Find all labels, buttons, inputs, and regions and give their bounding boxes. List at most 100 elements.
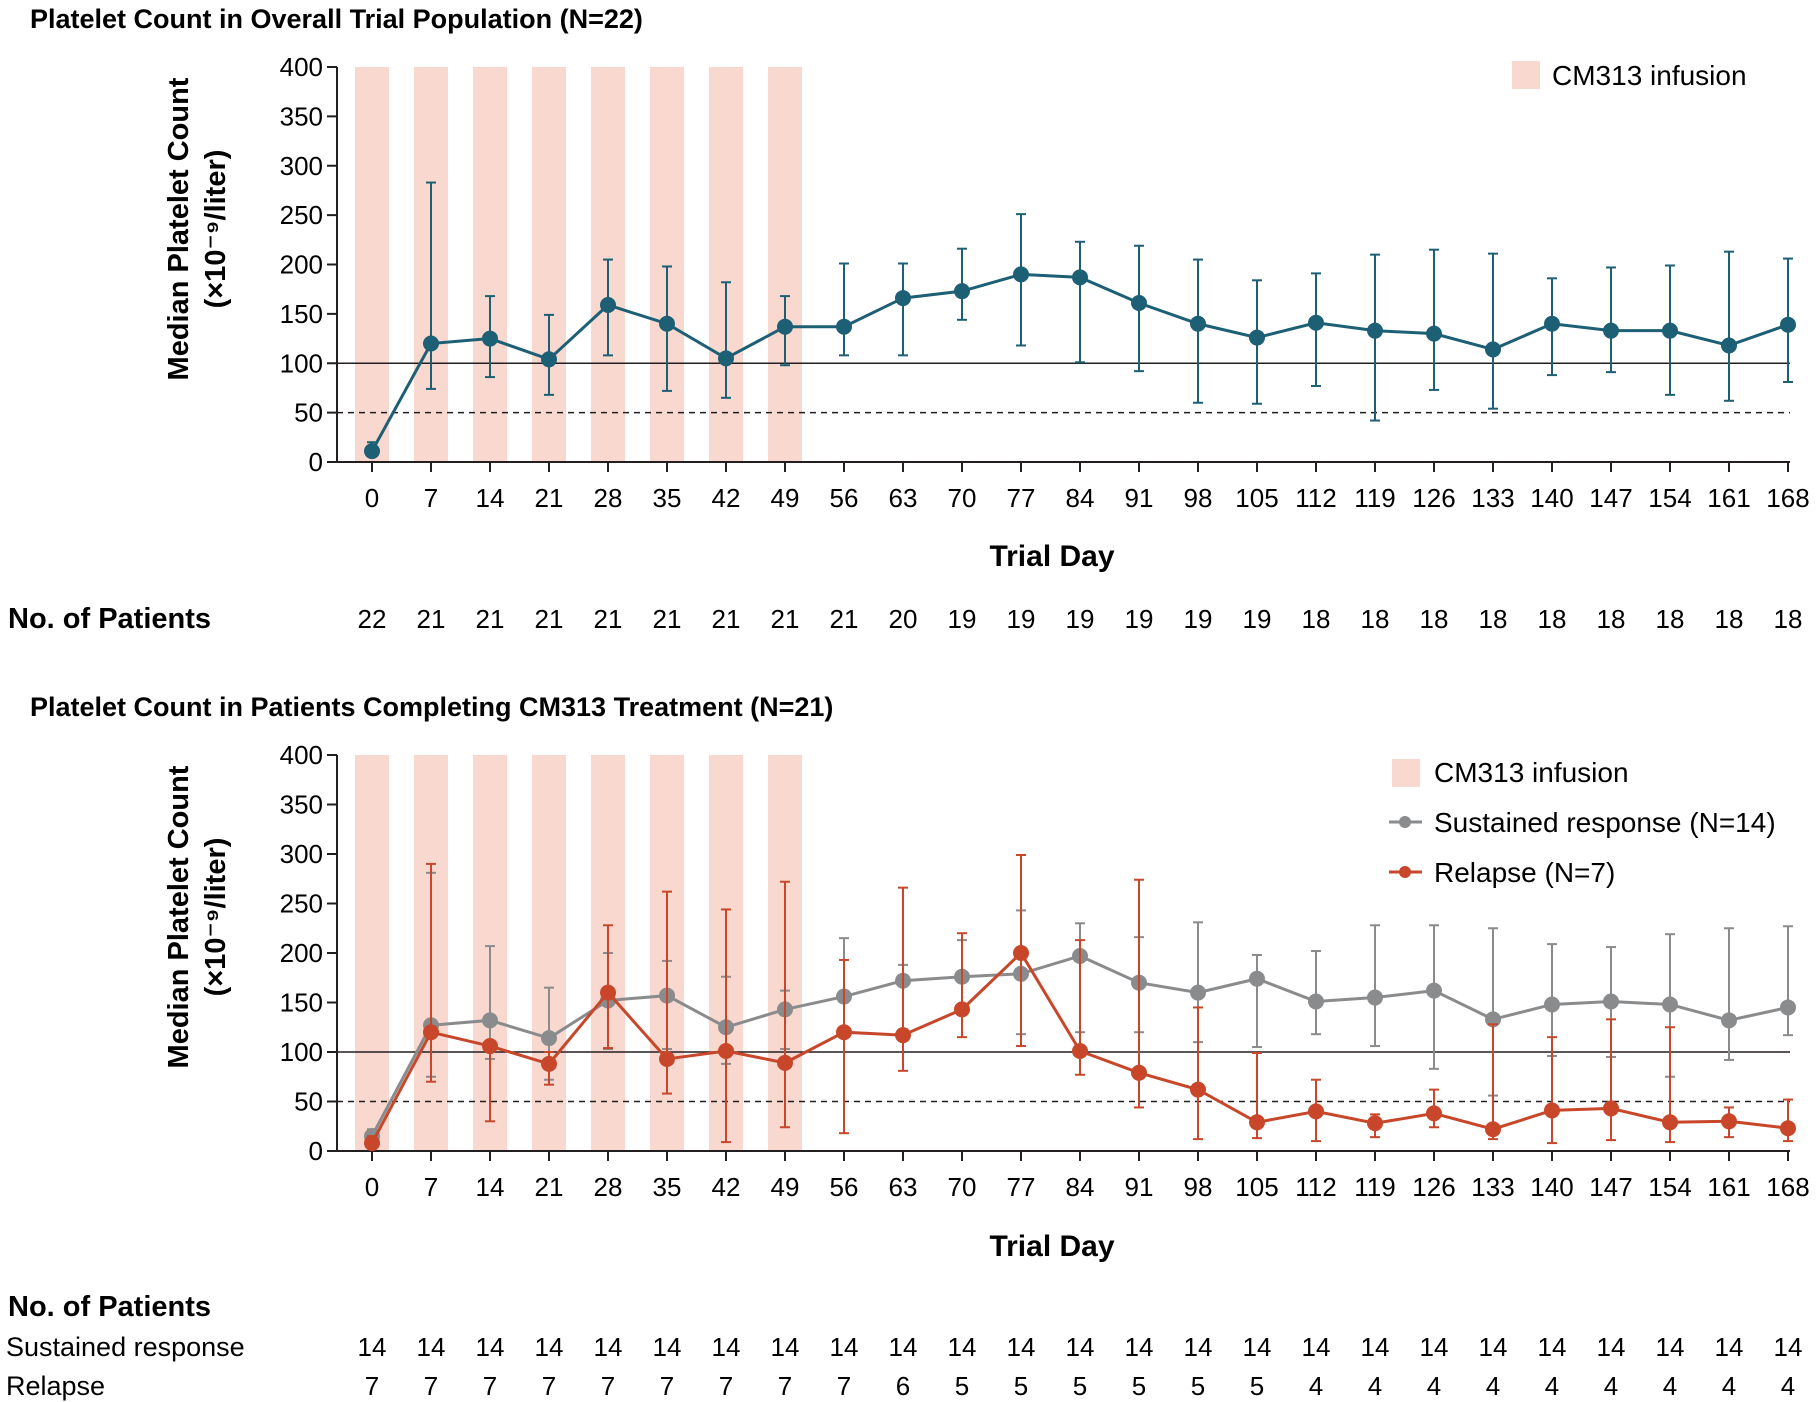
data-point xyxy=(1367,989,1383,1006)
patient-count-sustained: 14 xyxy=(653,1332,682,1362)
patient-count: 18 xyxy=(1715,604,1744,634)
patient-count-relapse: 7 xyxy=(542,1371,556,1401)
patient-count-sustained: 14 xyxy=(1715,1332,1744,1362)
infusion-band-day-0 xyxy=(355,67,389,462)
legend-sustained-marker xyxy=(1399,816,1411,828)
infusion-band-day-49 xyxy=(768,67,802,462)
patient-count-relapse: 7 xyxy=(778,1371,792,1401)
legend-infusion-swatch xyxy=(1512,61,1540,89)
x-tick-label: 7 xyxy=(424,1172,438,1202)
data-point xyxy=(600,296,616,313)
data-point xyxy=(836,318,852,335)
data-point xyxy=(482,1012,498,1029)
patient-count-sustained: 14 xyxy=(535,1332,564,1362)
patient-count-relapse: 4 xyxy=(1368,1371,1382,1401)
x-tick-label: 63 xyxy=(889,1172,918,1202)
panel2-patient-counts: 14 14 14 14 14 14 14 14 14 14 14 14 14 14 14 14 14 14 14 14… xyxy=(358,1332,1803,1401)
x-tick-label: 77 xyxy=(1007,1172,1036,1202)
patient-count-sustained: 14 xyxy=(476,1332,505,1362)
patient-count: 22 xyxy=(358,604,387,634)
x-tick-label: 70 xyxy=(948,483,977,513)
patient-count-sustained: 14 xyxy=(1302,1332,1331,1362)
patient-count-sustained: 14 xyxy=(948,1332,977,1362)
x-tick-label: 133 xyxy=(1471,1172,1514,1202)
x-tick-label: 35 xyxy=(653,483,682,513)
series-overall xyxy=(364,181,1796,460)
patient-count-relapse: 7 xyxy=(660,1371,674,1401)
panel1-title: Platelet Count in Overall Trial Populati… xyxy=(30,4,643,34)
patient-count-relapse: 4 xyxy=(1545,1371,1559,1401)
y-tick-label: 400 xyxy=(280,740,323,770)
patient-count-relapse: 5 xyxy=(1191,1371,1205,1401)
y-tick-label: 200 xyxy=(280,250,323,280)
y-tick-label: 350 xyxy=(280,101,323,131)
patient-count-sustained: 14 xyxy=(1479,1332,1508,1362)
patient-count-sustained: 14 xyxy=(771,1332,800,1362)
data-point xyxy=(364,443,380,460)
x-tick-label: 161 xyxy=(1707,483,1750,513)
patient-count: 18 xyxy=(1479,604,1508,634)
data-point xyxy=(1426,982,1442,999)
patient-count: 19 xyxy=(1007,604,1036,634)
series-relapse xyxy=(364,853,1796,1152)
x-tick-label: 56 xyxy=(830,483,859,513)
patient-count: 21 xyxy=(712,604,741,634)
data-point xyxy=(1190,315,1206,332)
data-point xyxy=(1131,1064,1147,1081)
data-point xyxy=(1544,1102,1560,1119)
infusion-band-day-0 xyxy=(355,755,389,1151)
legend-sustained-label: Sustained response (N=14) xyxy=(1434,807,1776,838)
patient-count: 21 xyxy=(653,604,682,634)
patient-count: 20 xyxy=(889,604,918,634)
legend-relapse-marker xyxy=(1399,866,1411,878)
panel2-plot: 0 50 100 150 200 250 300 350 400 0 7 14 21 28 35 42 49 56… xyxy=(280,740,1810,1202)
x-tick-label: 77 xyxy=(1007,483,1036,513)
data-point xyxy=(895,1027,911,1044)
patient-count: 21 xyxy=(594,604,623,634)
x-tick-label: 63 xyxy=(889,483,918,513)
x-tick-label: 168 xyxy=(1766,1172,1809,1202)
x-tick-label: 147 xyxy=(1589,483,1632,513)
data-point xyxy=(541,1030,557,1047)
data-point xyxy=(1190,1081,1206,1098)
patient-count-relapse: 5 xyxy=(1073,1371,1087,1401)
infusion-band-day-42 xyxy=(709,67,743,462)
x-tick-label: 49 xyxy=(771,483,800,513)
data-point xyxy=(954,283,970,300)
data-point xyxy=(1131,295,1147,312)
x-tick-label: 154 xyxy=(1648,1172,1691,1202)
data-point xyxy=(1249,1114,1265,1131)
y-tick-label: 150 xyxy=(280,299,323,329)
data-point xyxy=(1544,996,1560,1013)
x-tick-label: 91 xyxy=(1125,483,1154,513)
panel2-legend: CM313 infusion Sustained response (N=14)… xyxy=(1389,757,1776,888)
data-point xyxy=(1662,1114,1678,1131)
patient-count: 19 xyxy=(948,604,977,634)
x-tick-label: 21 xyxy=(535,483,564,513)
patient-count-sustained: 14 xyxy=(358,1332,387,1362)
x-tick-label: 105 xyxy=(1235,1172,1278,1202)
patient-count: 21 xyxy=(417,604,446,634)
x-tick-label: 140 xyxy=(1530,483,1573,513)
x-tick-label: 14 xyxy=(476,483,505,513)
data-point xyxy=(482,330,498,347)
legend-infusion-label: CM313 infusion xyxy=(1434,757,1629,788)
x-tick-label: 84 xyxy=(1066,1172,1095,1202)
patient-count-relapse: 5 xyxy=(1132,1371,1146,1401)
infusion-band-day-14 xyxy=(473,67,507,462)
data-point xyxy=(1013,945,1029,961)
patient-count-relapse: 5 xyxy=(1014,1371,1028,1401)
data-point xyxy=(1721,337,1737,354)
panel2-row-label-sustained: Sustained response xyxy=(6,1332,245,1362)
patient-count-sustained: 14 xyxy=(1361,1332,1390,1362)
data-point xyxy=(482,1038,498,1055)
patient-count: 19 xyxy=(1243,604,1272,634)
x-tick-label: 140 xyxy=(1530,1172,1573,1202)
infusion-band-day-21 xyxy=(532,755,566,1151)
patient-count: 18 xyxy=(1420,604,1449,634)
patient-count-relapse: 4 xyxy=(1781,1371,1795,1401)
panel2-y-units: (×10⁻⁹/liter) xyxy=(200,838,232,997)
x-tick-label: 154 xyxy=(1648,483,1691,513)
legend-relapse-label: Relapse (N=7) xyxy=(1434,857,1615,888)
x-tick-label: 21 xyxy=(535,1172,564,1202)
